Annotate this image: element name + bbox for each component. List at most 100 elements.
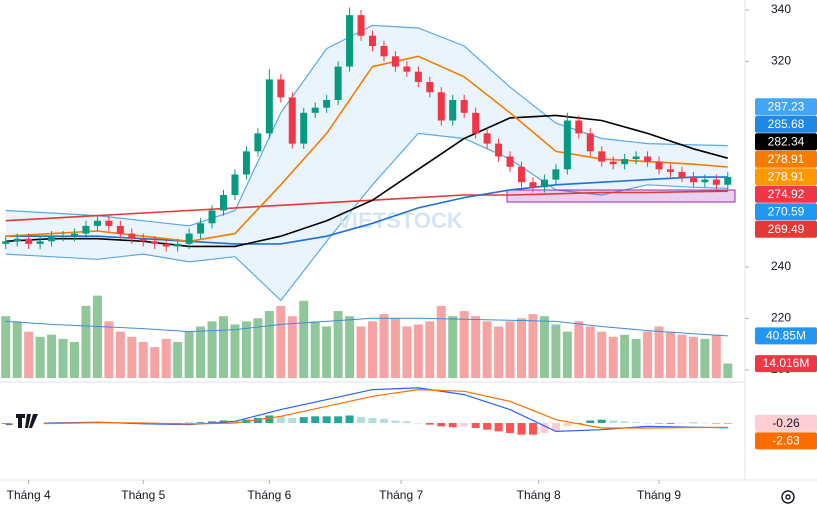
candle-body	[437, 92, 445, 121]
volume-bar	[562, 331, 572, 378]
macd-histogram	[253, 417, 262, 423]
price-badge	[755, 185, 817, 203]
candle-body	[655, 161, 663, 170]
candle-body	[208, 210, 216, 224]
volume-bar	[230, 324, 240, 378]
candle-body	[25, 238, 33, 244]
candle-body	[460, 99, 468, 113]
macd-histogram	[471, 423, 480, 429]
macd-histogram	[620, 421, 629, 423]
macd-histogram	[448, 423, 457, 428]
settings-icon[interactable]	[781, 490, 795, 504]
macd-histogram	[414, 423, 423, 424]
volume-bar	[711, 334, 721, 378]
price-badge	[755, 133, 817, 151]
candle-body	[197, 223, 205, 234]
volume-bar	[585, 326, 595, 378]
volume-bar	[517, 318, 526, 378]
tv-logo	[12, 410, 44, 432]
candle-body	[391, 56, 399, 67]
macd-histogram	[483, 423, 492, 430]
macd-histogram	[540, 423, 549, 434]
candle-body	[254, 133, 262, 152]
macd-histogram	[402, 421, 411, 423]
volume-bar	[104, 321, 114, 378]
macd-histogram	[425, 423, 434, 425]
candle-body	[403, 66, 411, 72]
macd-histogram	[230, 421, 239, 423]
volume-bar	[150, 347, 160, 378]
macd-histogram	[391, 420, 400, 423]
volume-bar	[368, 321, 377, 378]
candle-body	[483, 133, 491, 144]
macd-histogram	[379, 418, 388, 423]
candle-body	[472, 112, 480, 134]
moving-average	[5, 176, 728, 245]
volume-bar	[390, 318, 400, 378]
x-tick-label: Tháng 7	[379, 488, 423, 502]
price-badge	[755, 327, 817, 345]
macd-histogram	[357, 417, 366, 423]
price-badge	[755, 168, 817, 186]
volume-bar	[379, 314, 389, 378]
volume-bar	[654, 326, 664, 378]
volume-bar	[539, 316, 549, 378]
candle-body	[105, 220, 113, 226]
candle-body	[300, 112, 308, 144]
candle-body	[231, 174, 239, 196]
macd-histogram	[528, 423, 537, 435]
candle-body	[2, 241, 10, 244]
candle-body	[162, 243, 170, 247]
bollinger-lower	[5, 132, 728, 302]
candle-body	[609, 161, 617, 165]
candle-body	[277, 79, 285, 98]
volume-bar	[333, 311, 343, 378]
x-tick-label: Tháng 4	[7, 488, 51, 502]
volume-bar	[92, 295, 102, 378]
volume-bar	[253, 318, 263, 378]
moving-average	[5, 114, 729, 248]
macd-histogram	[368, 417, 377, 423]
candle-body	[185, 233, 193, 244]
candle-body	[426, 81, 434, 93]
candle-body	[48, 236, 56, 242]
x-tick-label: Tháng 8	[517, 488, 561, 502]
candle-body	[36, 241, 44, 244]
price-badge-label: 278.91	[768, 152, 805, 166]
candle-body	[346, 15, 354, 67]
price-badge-label: -2.63	[772, 434, 800, 448]
volume-bar	[700, 338, 710, 378]
volume-bar	[425, 321, 435, 378]
volume-bar	[620, 334, 630, 378]
candle-body	[449, 99, 457, 121]
candle-body	[265, 79, 273, 134]
candle-body	[667, 169, 674, 172]
price-badge-label: 278.91	[768, 169, 805, 183]
price-badge-label: 40.85M	[766, 329, 806, 343]
macd-histogram	[460, 423, 469, 427]
price-badge-label: 285.68	[768, 117, 805, 131]
volume-bar	[356, 326, 366, 378]
volume-bar	[402, 326, 412, 378]
price-badge	[755, 414, 817, 432]
candle-body	[540, 179, 548, 188]
macd-histogram	[517, 423, 526, 435]
macd-histogram	[666, 423, 675, 424]
macd-histogram	[689, 422, 698, 424]
candle-body	[242, 151, 250, 175]
candle-body	[701, 179, 709, 183]
macd-histogram	[311, 416, 320, 423]
candle-body	[632, 156, 640, 160]
price-badge-label: 269.49	[768, 222, 805, 236]
candle-body	[575, 120, 583, 134]
macd-histogram	[563, 423, 572, 427]
volume-bar	[196, 326, 206, 378]
volume-bar	[207, 321, 217, 378]
candle-body	[712, 179, 720, 185]
y-tick-label: 240	[771, 259, 791, 273]
y-tick-label: 220	[771, 311, 791, 325]
volume-bar	[448, 316, 458, 378]
candle-body	[495, 143, 503, 157]
candle-body	[563, 120, 571, 170]
